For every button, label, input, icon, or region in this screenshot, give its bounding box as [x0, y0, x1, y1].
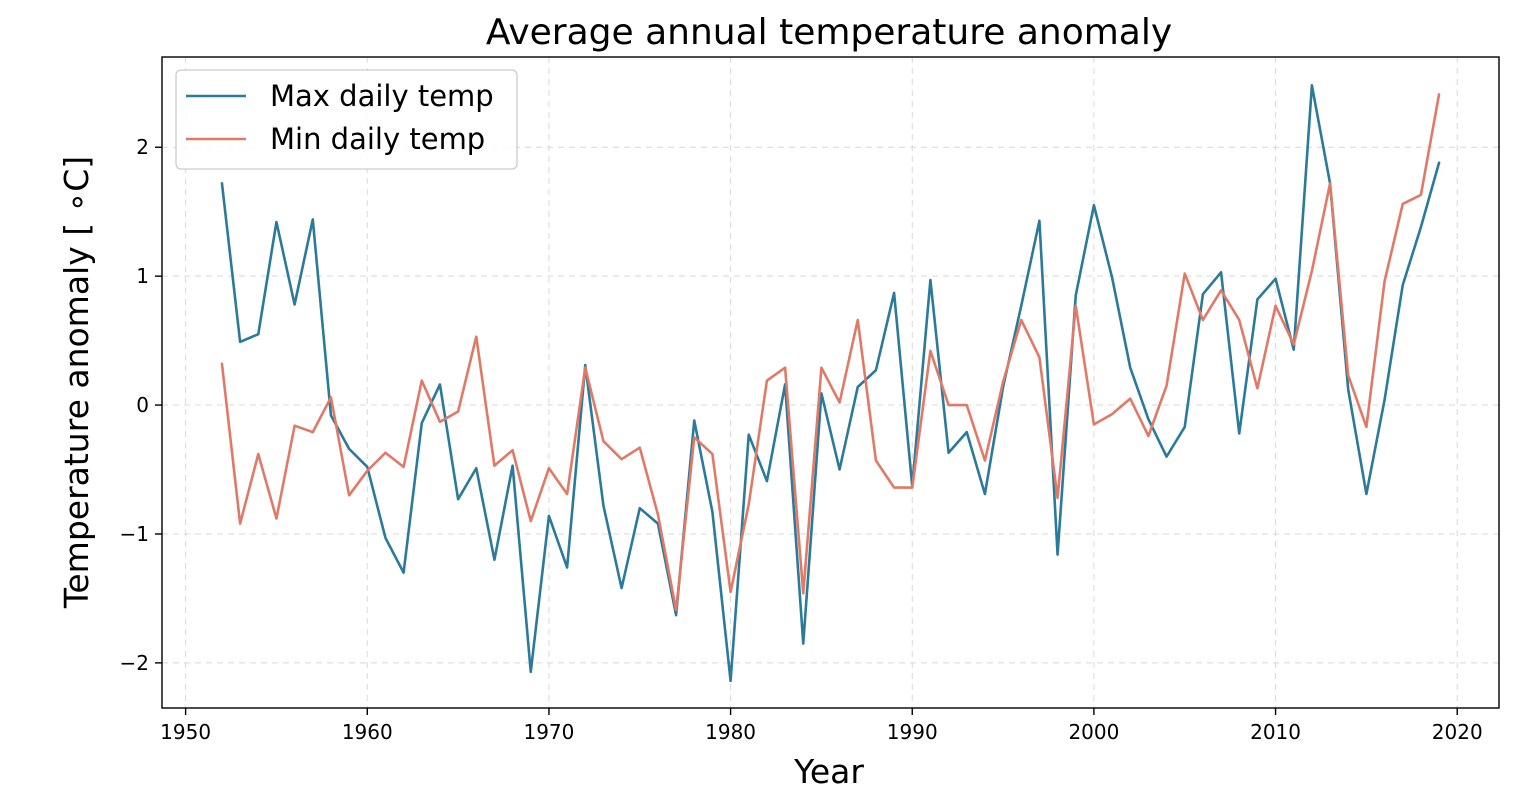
x-tick-label: 1960 — [342, 720, 393, 744]
chart-title: Average annual temperature anomaly — [486, 12, 1172, 53]
x-tick-label: 1980 — [705, 720, 756, 744]
x-tick-label: 1950 — [160, 720, 211, 744]
x-tick-label: 1970 — [523, 720, 574, 744]
y-tick-label: 1 — [136, 264, 149, 288]
y-tick-label: −1 — [120, 522, 149, 546]
x-axis-label: Year — [793, 752, 864, 791]
x-tick-label: 2000 — [1068, 720, 1119, 744]
series-layer — [220, 84, 1441, 683]
x-tick-label: 1990 — [887, 720, 938, 744]
y-tick-label: 0 — [136, 393, 149, 417]
legend: Max daily temp Min daily temp — [175, 69, 518, 170]
x-tick-label: 2020 — [1432, 720, 1483, 744]
series-line-max-daily-temp — [220, 84, 1441, 683]
tick-layer: 1950 1960 1970 1980 1990 2000 2010 2020 −2 −1 0 1 2 — [120, 135, 1483, 744]
legend-label-min: Min daily temp — [270, 122, 485, 156]
x-tick-label: 2010 — [1250, 720, 1301, 744]
y-tick-label: 2 — [136, 135, 149, 159]
y-tick-label: −2 — [120, 651, 149, 675]
plot-frame — [161, 56, 1500, 709]
y-axis-label: Temperature anomaly [ ∘C] — [57, 156, 96, 609]
legend-label-max: Max daily temp — [270, 79, 494, 113]
legend-box — [175, 69, 518, 170]
series-line-min-daily-temp — [220, 93, 1441, 612]
